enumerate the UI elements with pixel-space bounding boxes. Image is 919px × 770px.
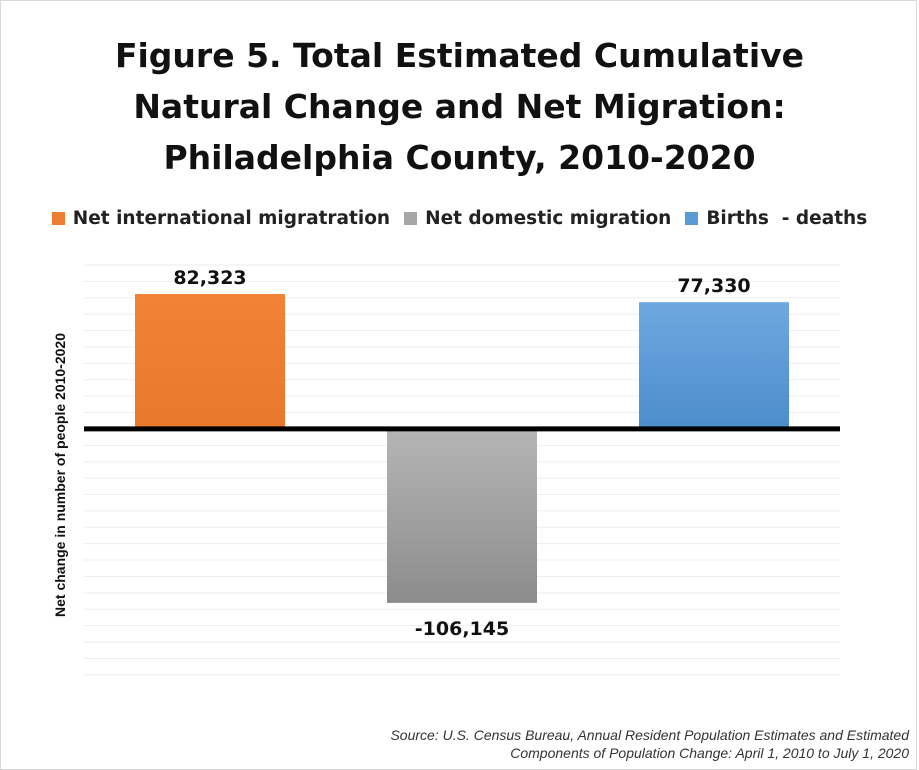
bar-domestic	[387, 428, 537, 603]
legend-label-births-deaths: Births - deaths	[706, 208, 868, 229]
chart-title-line-2: Natural Change and Net Migration:	[133, 87, 786, 126]
data-label-international: 82,323	[173, 267, 246, 289]
legend-item-domestic: Net domestic migration	[404, 208, 671, 229]
bar-international	[135, 293, 285, 429]
legend-label-domestic: Net domestic migration	[425, 208, 672, 229]
data-label-births-deaths: 77,330	[677, 275, 750, 297]
legend-item-births-deaths: Births - deaths	[685, 208, 867, 229]
bar-births-deaths	[639, 302, 789, 429]
data-label-domestic: -106,145	[415, 618, 509, 640]
source-note: Source: U.S. Census Bureau, Annual Resid…	[309, 726, 909, 762]
chart-title: Figure 5. Total Estimated Cumulative Nat…	[0, 30, 919, 183]
legend-label-international: Net international migratration	[72, 208, 391, 229]
chart-legend: Net international migratration Net domes…	[0, 208, 919, 229]
chart-title-line-1: Figure 5. Total Estimated Cumulative	[114, 36, 805, 75]
legend-swatch-international	[51, 212, 65, 225]
source-line-1: Source: U.S. Census Bureau, Annual Resid…	[390, 727, 909, 743]
bars	[135, 293, 789, 603]
legend-swatch-births-deaths	[685, 212, 699, 225]
chart-title-line-3: Philadelphia County, 2010-2020	[163, 138, 756, 177]
source-line-2: Components of Population Change: April 1…	[510, 745, 909, 761]
legend-item-international: Net international migratration	[51, 208, 391, 229]
legend-swatch-domestic	[404, 212, 418, 225]
data-labels: 82,323 -106,145 77,330	[173, 267, 750, 640]
